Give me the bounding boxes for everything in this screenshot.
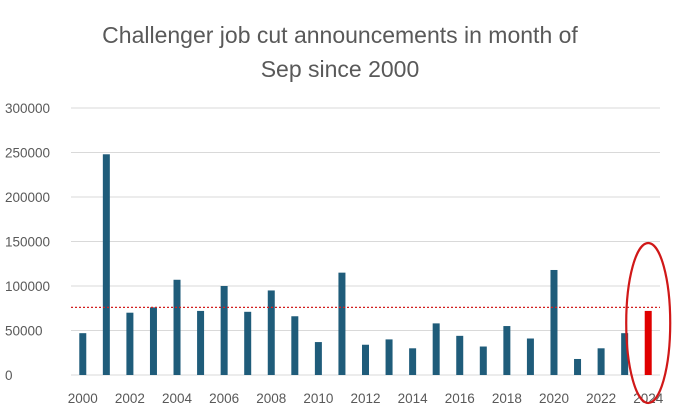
bar-2020 xyxy=(550,269,558,375)
highlight-circle xyxy=(625,241,672,405)
y-tick-label: 0 xyxy=(5,368,13,383)
x-tick-label: 2024 xyxy=(633,391,664,406)
bar-2015 xyxy=(432,323,440,375)
y-tick-label: 100000 xyxy=(5,279,50,294)
bar-2006 xyxy=(220,286,228,375)
bar-2022 xyxy=(597,348,605,375)
y-axis-labels: 0 50000 100000 150000 200000 250000 300000 xyxy=(5,101,50,383)
bar-2024 xyxy=(644,310,652,375)
bar-2005 xyxy=(197,310,205,375)
x-tick-label: 2022 xyxy=(586,391,616,406)
gridlines xyxy=(71,107,660,376)
x-tick-label: 2000 xyxy=(68,391,98,406)
bar-2021 xyxy=(574,358,582,375)
bar-2016 xyxy=(456,335,464,375)
x-tick-label: 2002 xyxy=(115,391,145,406)
bar-2004 xyxy=(173,279,181,375)
highlight-annotation xyxy=(625,241,672,405)
bars xyxy=(79,154,652,375)
x-tick-label: 2006 xyxy=(209,391,239,406)
x-tick-label: 2004 xyxy=(162,391,193,406)
bar-2023 xyxy=(621,333,629,375)
x-tick-label: 2020 xyxy=(539,391,569,406)
y-tick-label: 50000 xyxy=(5,324,43,339)
x-tick-label: 2018 xyxy=(492,391,522,406)
bar-2010 xyxy=(314,342,322,375)
bar-2011 xyxy=(338,272,346,375)
x-tick-label: 2008 xyxy=(256,391,286,406)
y-tick-label: 300000 xyxy=(5,101,50,116)
bar-2007 xyxy=(244,311,252,375)
x-tick-label: 2014 xyxy=(398,391,429,406)
y-tick-label: 250000 xyxy=(5,146,50,161)
bar-2000 xyxy=(79,333,87,375)
bar-2019 xyxy=(526,338,534,375)
bar-2009 xyxy=(291,316,299,375)
x-axis-labels: 2000 2002 2004 2006 2008 2010 2012 2014 2016 2018… xyxy=(68,391,664,406)
chart-title-line-2: Sep since 2000 xyxy=(260,56,420,82)
bar-2001 xyxy=(102,154,110,375)
y-tick-label: 200000 xyxy=(5,190,50,205)
y-tick-label: 150000 xyxy=(5,235,50,250)
bar-2013 xyxy=(385,339,393,375)
chart-title-line-1: Challenger job cut announcements in mont… xyxy=(102,22,578,48)
bar-2017 xyxy=(479,346,487,375)
x-tick-label: 2010 xyxy=(303,391,333,406)
bar-2008 xyxy=(267,290,275,375)
bar-2003 xyxy=(149,307,157,375)
bar-2018 xyxy=(503,326,511,375)
bar-2014 xyxy=(409,348,417,375)
x-tick-label: 2012 xyxy=(350,391,380,406)
bar-2012 xyxy=(362,344,369,375)
x-tick-label: 2016 xyxy=(445,391,475,406)
bar-2002 xyxy=(126,312,134,375)
